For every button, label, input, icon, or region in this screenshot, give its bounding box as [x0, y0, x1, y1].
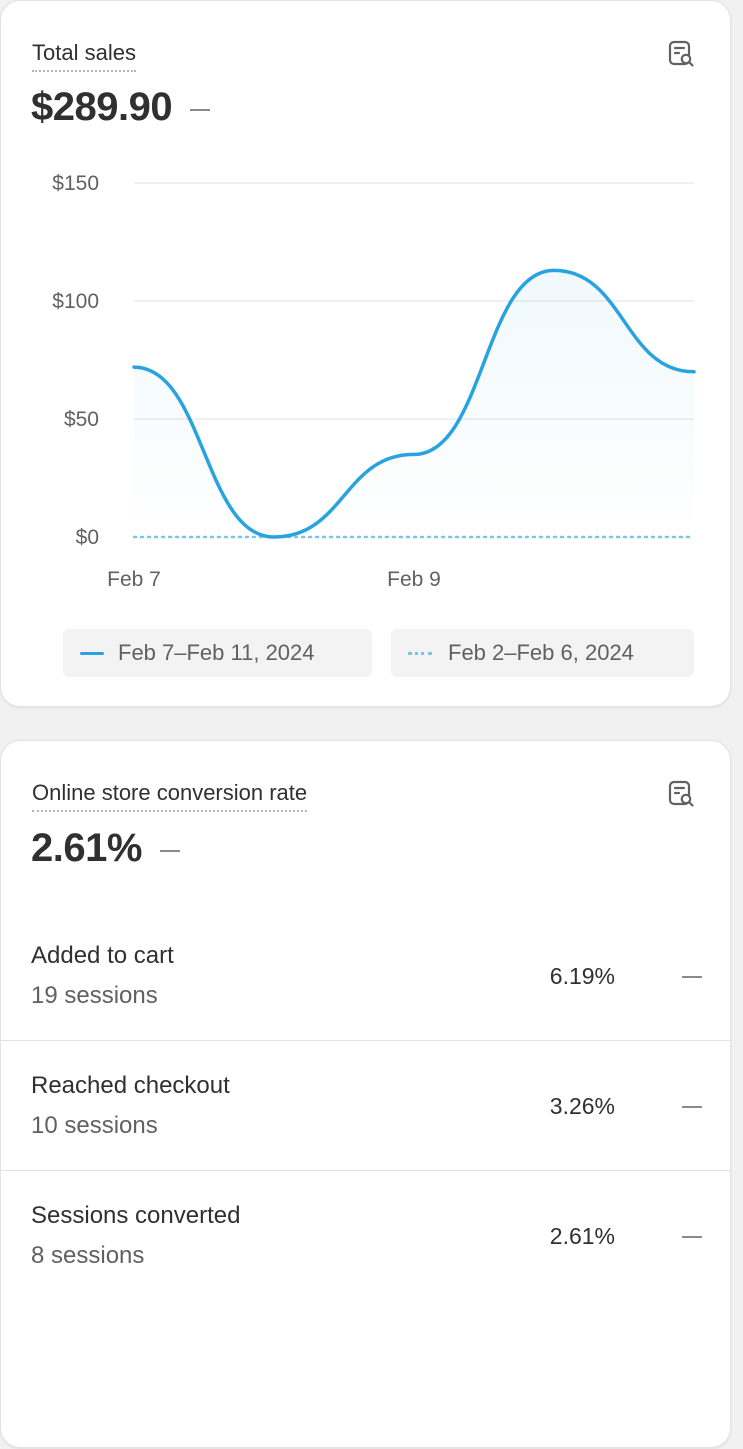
legend-label-current: Feb 7–Feb 11, 2024 [118, 640, 315, 665]
x-tick-label: Feb 9 [387, 568, 441, 591]
funnel-rate: 6.19% [549, 963, 615, 989]
funnel-rate: 3.26% [549, 1093, 615, 1119]
series-line-current [132, 268, 696, 539]
funnel-sessions: 8 sessions [31, 1242, 145, 1269]
total-sales-value: $289.90 [31, 85, 173, 129]
y-tick-label: $150 [52, 172, 99, 195]
funnel-sessions: 19 sessions [31, 982, 158, 1009]
conversion-rate-metric: 2.61% [31, 826, 180, 871]
total-sales-card: Total sales $289.90 $150 $100 $50 $0 Feb 7 F… [0, 0, 731, 707]
conversion-rate-value: 2.61% [31, 826, 142, 870]
legend-item-current[interactable]: Feb 7–Feb 11, 2024 [63, 629, 372, 677]
funnel-row-added-to-cart: Added to cart 19 sessions 6.19% [1, 911, 730, 1041]
conversion-rate-card: Online store conversion rate 2.61% Added… [0, 740, 731, 1448]
funnel-row-reached-checkout: Reached checkout 10 sessions 3.26% [1, 1041, 730, 1171]
conversion-rate-title[interactable]: Online store conversion rate [32, 779, 308, 812]
solid-line-swatch [80, 651, 104, 655]
report-icon[interactable] [666, 779, 696, 809]
total-sales-title[interactable]: Total sales [32, 39, 136, 72]
report-icon[interactable] [666, 39, 696, 69]
comparison-dash [682, 976, 702, 978]
sales-line-chart: $150 $100 $50 $0 Feb 7 Feb 9 [52, 172, 696, 591]
comparison-dash [159, 849, 180, 852]
funnel-row-sessions-converted: Sessions converted 8 sessions 2.61% [1, 1171, 730, 1301]
funnel-label: Added to cart [31, 942, 174, 969]
comparison-dash [682, 1106, 702, 1108]
y-tick-label: $100 [52, 290, 99, 313]
comparison-dash [190, 108, 211, 111]
y-tick-label: $50 [64, 408, 99, 431]
legend-label-previous: Feb 2–Feb 6, 2024 [448, 640, 634, 665]
series-area-fill [134, 270, 694, 537]
dotted-line-swatch [408, 651, 432, 655]
legend-item-previous[interactable]: Feb 2–Feb 6, 2024 [391, 629, 694, 677]
x-tick-label: Feb 7 [107, 568, 161, 591]
funnel-sessions: 10 sessions [31, 1112, 158, 1139]
funnel-label: Reached checkout [31, 1072, 230, 1099]
y-tick-label: $0 [76, 526, 99, 549]
funnel-rate: 2.61% [549, 1223, 615, 1249]
total-sales-metric: $289.90 [31, 85, 211, 130]
funnel-label: Sessions converted [31, 1202, 241, 1229]
comparison-dash [682, 1236, 702, 1238]
